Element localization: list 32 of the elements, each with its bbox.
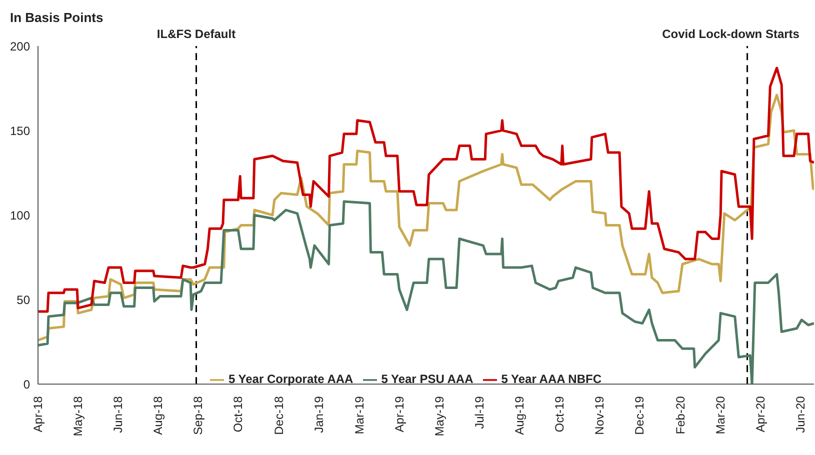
x-tick-label: Feb-20 (674, 396, 688, 434)
ref-line-label: Covid Lock-down Starts (662, 27, 800, 41)
x-tick-label: Jan-19 (312, 396, 326, 433)
x-tick-label: Jun-18 (111, 396, 126, 433)
x-tick-label: May-19 (432, 396, 446, 436)
x-tick-label: Apr-19 (392, 396, 406, 432)
x-tick-label: Mar-19 (352, 396, 366, 434)
x-tick-label: Aug-19 (512, 396, 526, 435)
line-series (38, 66, 814, 313)
x-tick-label: Mar-20 (714, 396, 728, 434)
x-tick-label: Dec-19 (632, 396, 647, 435)
y-tick-label: 50 (16, 292, 30, 307)
x-tick-label: May-18 (71, 396, 86, 436)
x-tick-label: Jun-20 (794, 396, 808, 433)
x-tick-label: Oct-19 (552, 396, 566, 432)
y-tick-label: 150 (10, 124, 30, 138)
y-tick-label: 100 (10, 208, 30, 222)
x-tick-label: Apr-20 (754, 396, 768, 432)
y-tick-label: 200 (10, 39, 30, 54)
x-tick-label: Oct-18 (231, 396, 246, 432)
x-tick-label: Apr-18 (31, 396, 45, 432)
x-tick-label: Jul-19 (472, 396, 486, 429)
x-tick-label: Nov-19 (592, 396, 607, 435)
x-tick-label: Aug-18 (151, 396, 166, 435)
x-tick-label: Dec-18 (272, 396, 286, 435)
x-tick-label: Sep-18 (191, 396, 206, 435)
legend-label: 5 Year PSU AAA (381, 372, 474, 386)
legend-label: 5 Year AAA NBFC (501, 372, 602, 386)
y-tick-label: 0 (23, 377, 30, 392)
legend-label: 5 Year Corporate AAA (228, 372, 354, 386)
ref-line-label: IL&FS Default (156, 27, 236, 41)
y-axis-title: In Basis Points (10, 10, 104, 25)
